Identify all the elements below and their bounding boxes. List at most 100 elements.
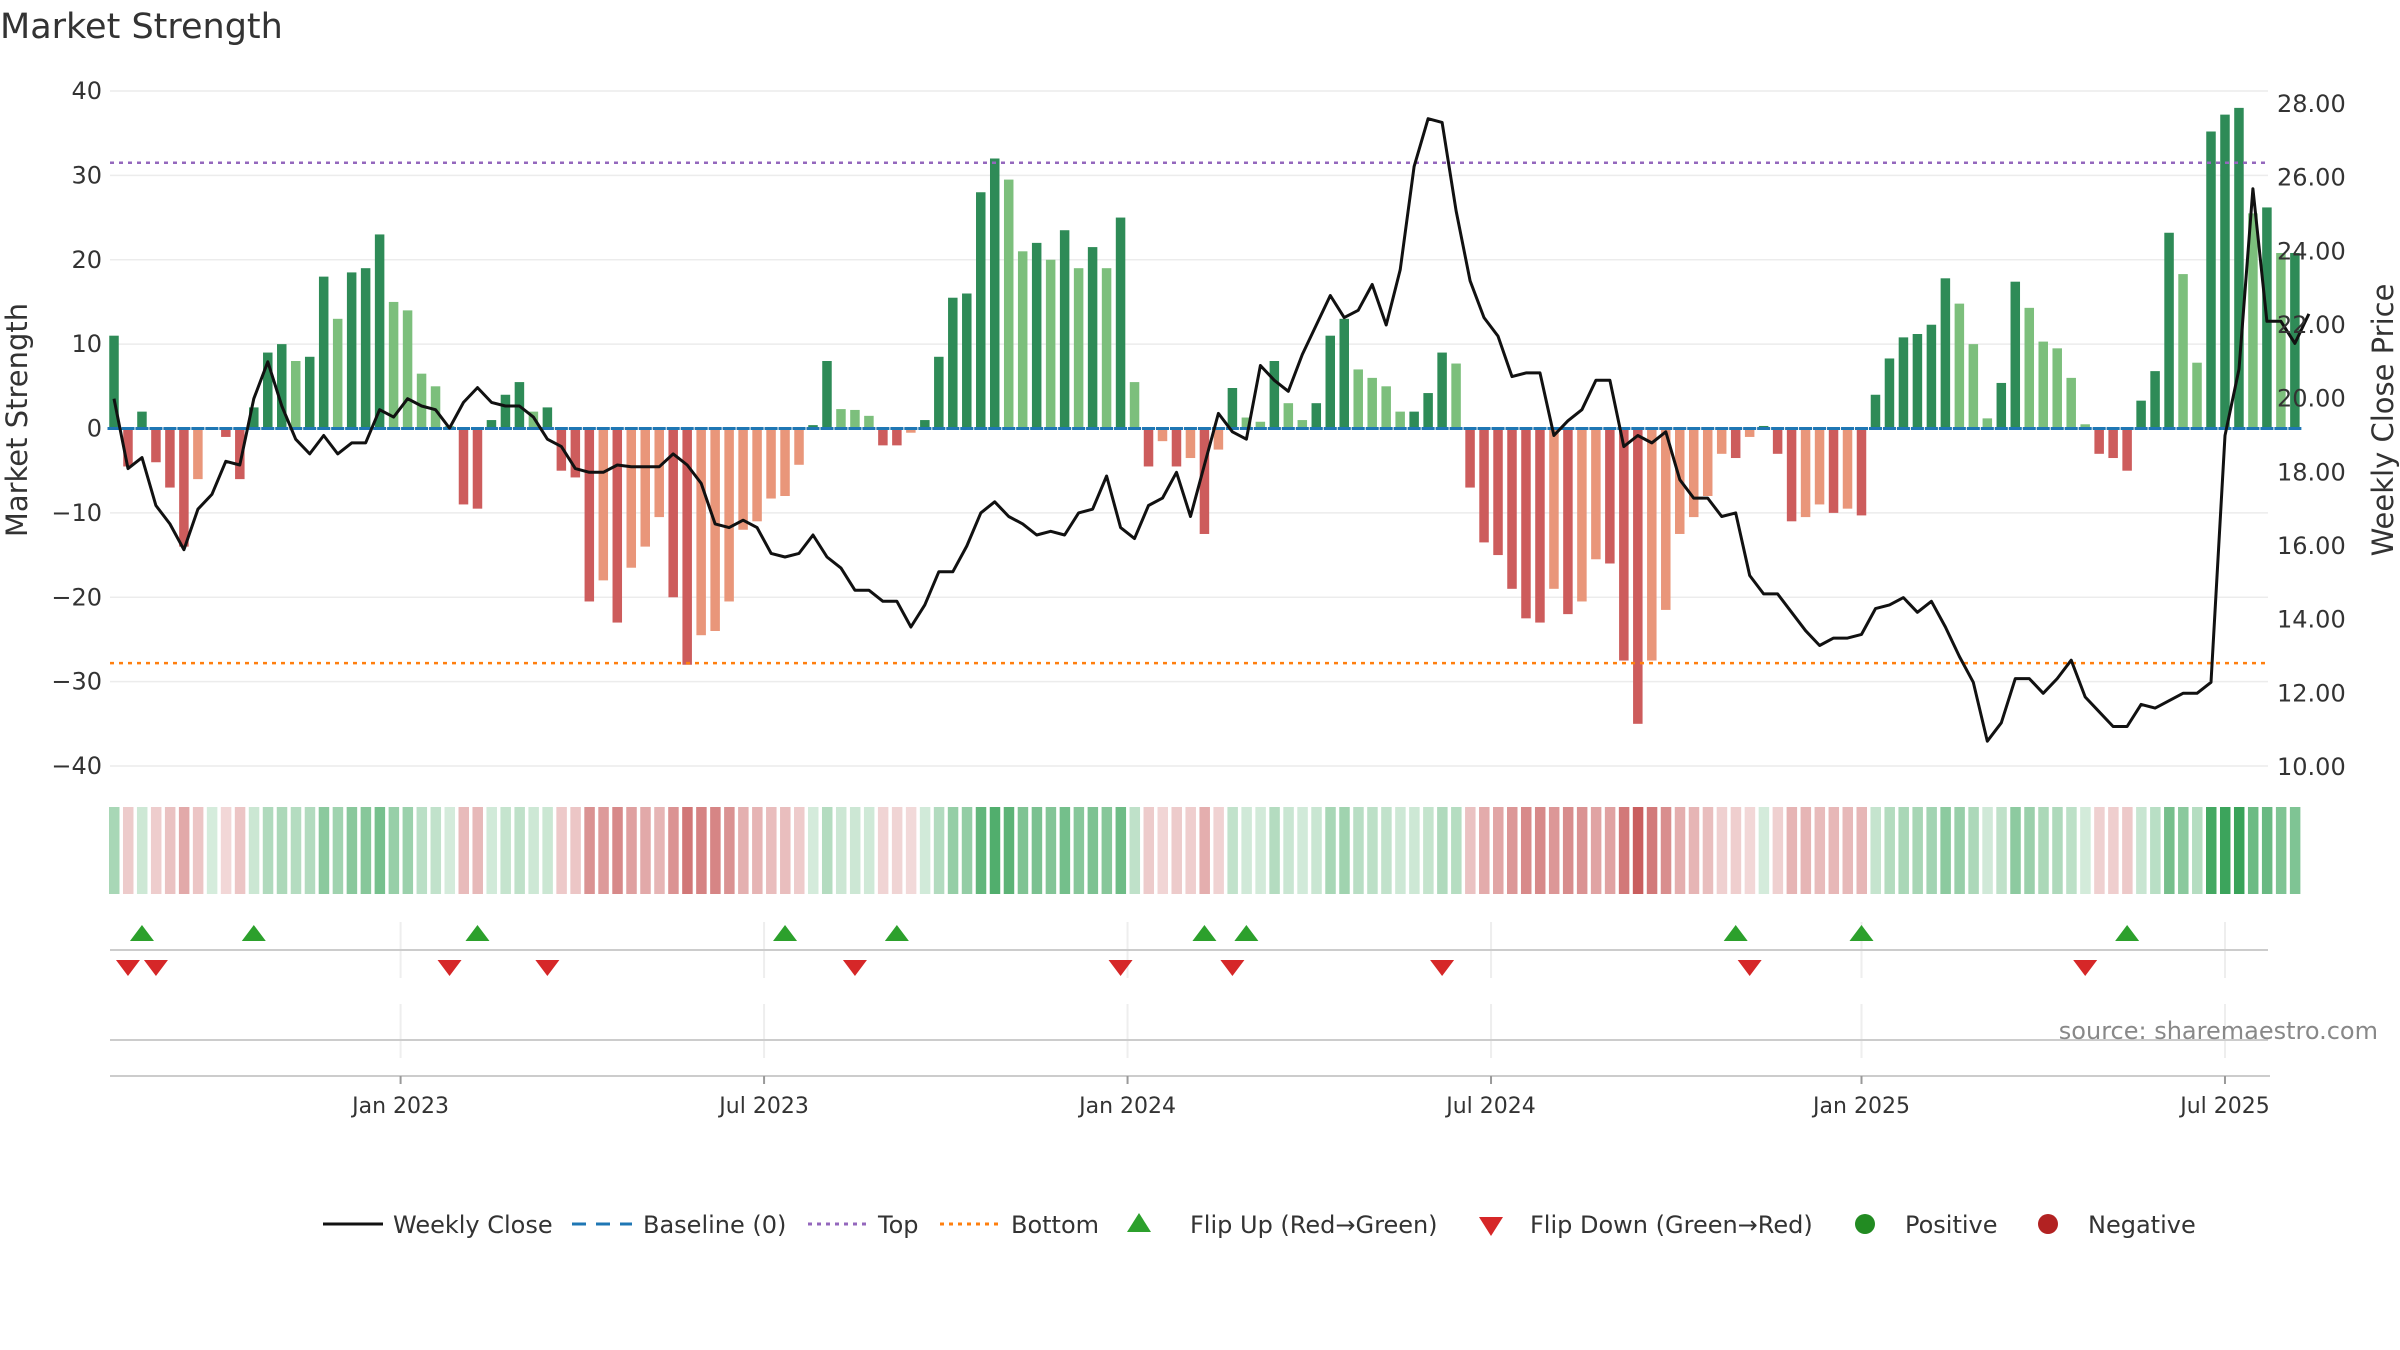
- strength-bar: [318, 276, 329, 429]
- heat-cell: [1227, 807, 1238, 894]
- heat-cell: [262, 807, 274, 894]
- strength-bar: [976, 192, 986, 429]
- legend-flip-up: Flip Up (Red→Green): [1190, 1211, 1438, 1239]
- strength-bar: [2178, 274, 2188, 429]
- heat-cell: [1115, 807, 1127, 894]
- heat-cell: [2052, 807, 2063, 894]
- heat-cell: [1758, 807, 1770, 894]
- strength-bar: [1003, 179, 1014, 429]
- heat-cell: [360, 807, 372, 894]
- strength-bar: [1688, 428, 1699, 518]
- heat-cell: [1283, 807, 1294, 894]
- strength-bar: [1926, 324, 1937, 429]
- date-gridlines: [399, 922, 2226, 1058]
- strength-bar: [1423, 393, 1433, 429]
- heat-cell: [2136, 807, 2147, 894]
- heat-cell: [584, 807, 595, 894]
- strength-bar: [1521, 428, 1531, 619]
- heat-cell: [947, 807, 959, 894]
- heat-cell: [738, 807, 749, 894]
- heat-cell: [1828, 807, 1840, 894]
- strength-bar: [151, 428, 161, 463]
- strength-bar: [1577, 428, 1587, 602]
- heat-cell: [1940, 807, 1951, 894]
- heat-cell: [1493, 807, 1504, 894]
- strength-bar: [1381, 386, 1391, 429]
- left-tick-label: 0: [87, 415, 102, 443]
- strength-bar: [2136, 400, 2146, 429]
- strength-bar: [1856, 428, 1867, 516]
- heat-cell: [1688, 807, 1700, 894]
- heat-cell: [1786, 807, 1798, 894]
- heat-cell: [961, 807, 973, 894]
- heat-cell: [975, 807, 987, 894]
- heat-cell: [1590, 807, 1602, 894]
- heat-cell: [1367, 807, 1378, 894]
- strength-bar: [1115, 217, 1126, 429]
- heat-cell: [794, 807, 805, 894]
- strength-bar: [794, 428, 804, 465]
- heat-cell: [1465, 807, 1476, 894]
- heat-cell: [1507, 807, 1518, 894]
- heat-cell: [1311, 807, 1322, 894]
- heat-cell: [528, 807, 539, 894]
- heat-cell: [2192, 807, 2203, 894]
- flip-up-marker: [1849, 925, 1874, 941]
- strength-bar: [1367, 377, 1377, 429]
- strength-bar: [109, 335, 119, 429]
- heat-cell: [1996, 807, 2007, 894]
- strength-bar: [850, 409, 860, 429]
- heat-cell: [388, 807, 400, 894]
- strength-bar: [1143, 428, 1154, 467]
- strength-bar: [1311, 403, 1322, 429]
- chart-title: Market Strength: [0, 7, 283, 47]
- strength-bar: [1772, 428, 1783, 454]
- strength-bar: [1661, 428, 1671, 610]
- heat-cell: [1646, 807, 1658, 894]
- legend-bottom: Bottom: [1011, 1211, 1099, 1239]
- heat-cell: [640, 807, 651, 894]
- right-tick-label: 22.00: [2277, 311, 2346, 339]
- legend-flip-up-icon: [1127, 1213, 1151, 1232]
- strength-bar: [1786, 428, 1797, 522]
- heat-cell: [2178, 807, 2189, 894]
- strength-bar: [2150, 371, 2160, 429]
- strength-bars: [107, 107, 2302, 724]
- strength-bar: [892, 428, 902, 446]
- strength-bar: [766, 428, 776, 499]
- strength-bar: [1479, 428, 1489, 543]
- strength-bar: [989, 158, 1000, 429]
- flip-up-marker: [2115, 925, 2140, 941]
- heat-cell: [1954, 807, 1965, 894]
- strength-bar: [836, 409, 846, 429]
- heat-cell: [164, 807, 176, 894]
- strength-bar: [1339, 318, 1349, 429]
- strength-bar: [1870, 394, 1881, 429]
- heat-cell: [1213, 807, 1224, 894]
- strength-bar: [1171, 428, 1182, 467]
- flip-down-marker: [535, 960, 560, 976]
- strength-bar: [1325, 335, 1336, 429]
- legend-positive-icon: [1855, 1214, 1875, 1234]
- heat-cell: [598, 807, 609, 894]
- flip-up-marker: [1723, 925, 1748, 941]
- strength-bar: [500, 394, 511, 429]
- strength-bar: [263, 352, 273, 429]
- strength-bar: [2206, 131, 2216, 429]
- heat-cell: [1101, 807, 1113, 894]
- heat-cell: [612, 807, 623, 894]
- strength-bar: [1255, 421, 1266, 429]
- strength-bar: [1563, 428, 1573, 615]
- strength-bar: [696, 428, 706, 636]
- strength-bar: [1535, 428, 1545, 623]
- x-tick-label: Jan 2024: [1077, 1094, 1176, 1119]
- strength-bar: [584, 428, 595, 602]
- strength-bar: [934, 356, 944, 429]
- heat-cell: [1241, 807, 1252, 894]
- heat-cell: [346, 807, 358, 894]
- strength-bar: [360, 268, 371, 429]
- heat-cell: [1660, 807, 1672, 894]
- right-tick-label: 12.00: [2277, 679, 2346, 707]
- right-tick-label: 10.00: [2277, 753, 2346, 781]
- strength-bar: [388, 301, 399, 429]
